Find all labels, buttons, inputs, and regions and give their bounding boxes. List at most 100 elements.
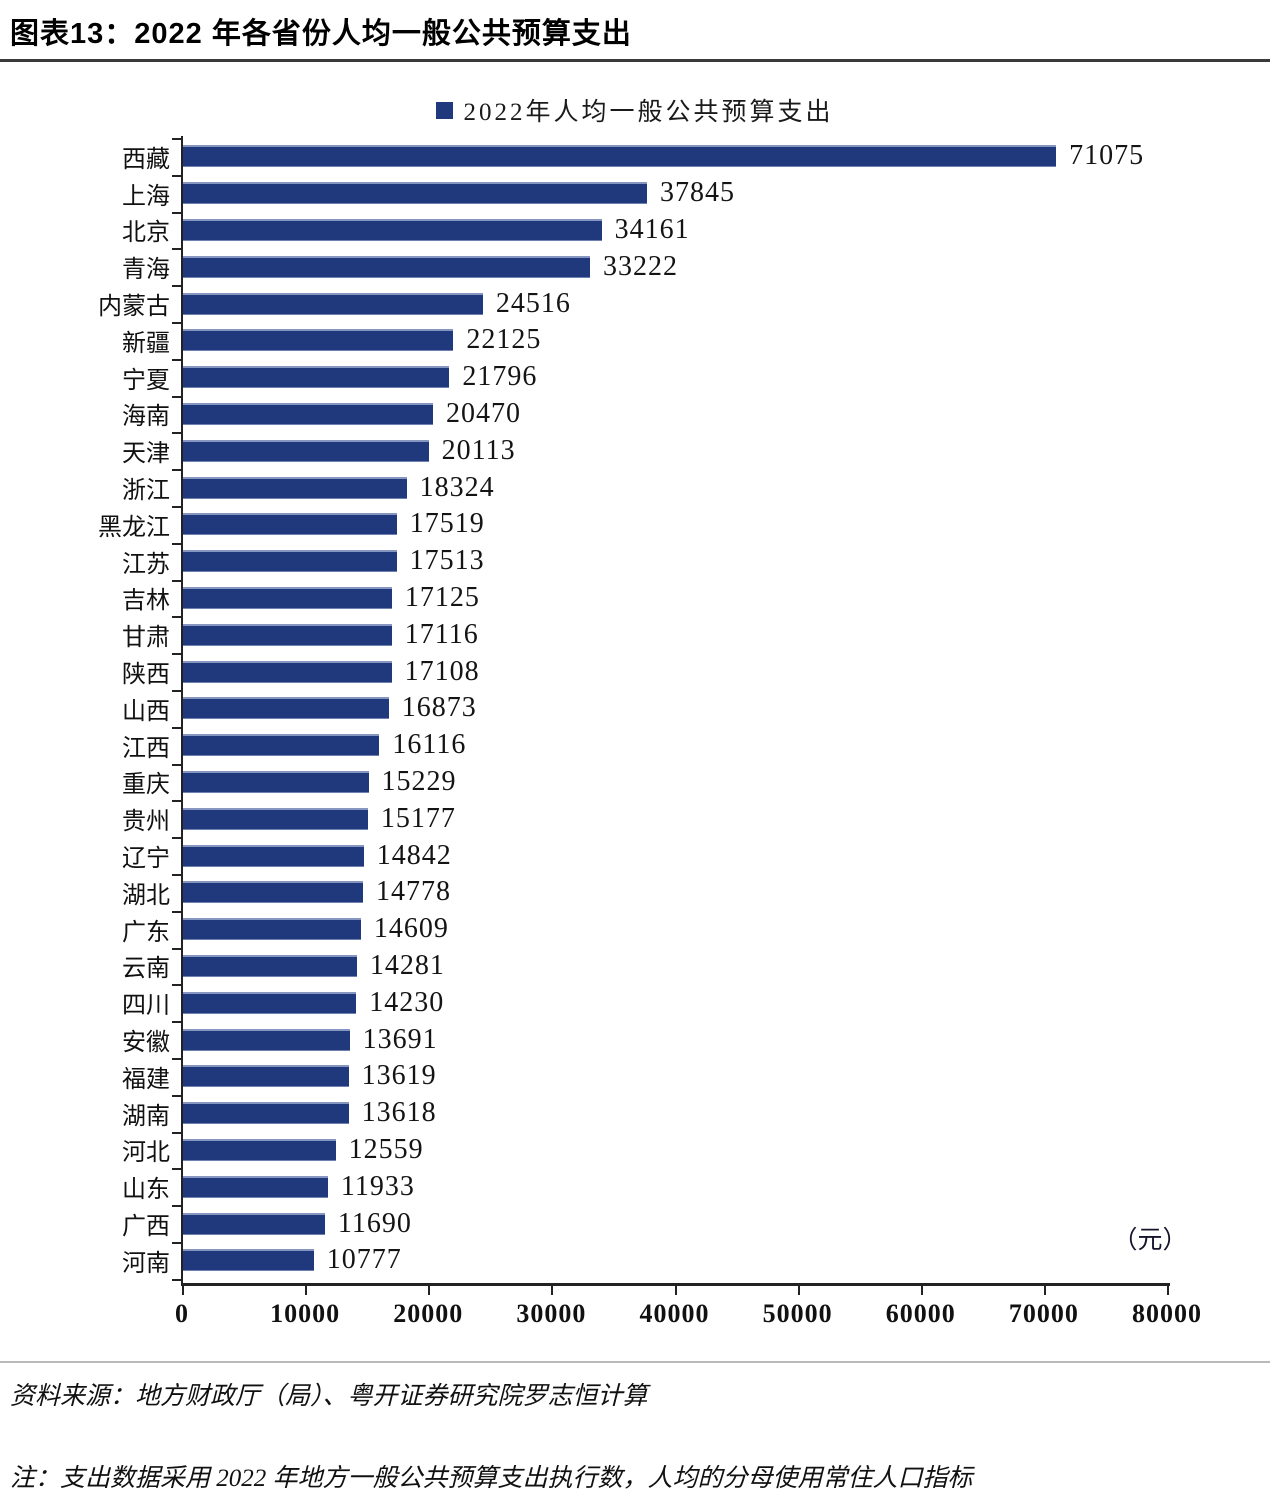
category-label: 安徽	[122, 1030, 170, 1057]
category-label: 内蒙古	[98, 294, 170, 321]
value-label: 14842	[376, 839, 452, 871]
bar	[181, 292, 483, 315]
figure-title: 图表13：2022 年各省份人均一般公共预算支出	[10, 18, 632, 50]
bar	[181, 1249, 314, 1272]
bar	[181, 1028, 350, 1051]
y-axis-tick	[172, 358, 181, 361]
value-label: 14609	[373, 913, 449, 945]
value-label: 71075	[1069, 140, 1145, 172]
x-axis-tick	[797, 1283, 800, 1295]
value-label: 11933	[340, 1170, 415, 1202]
bar-row: 新疆 22125	[0, 322, 1270, 359]
bar-row: 安徽 13691	[0, 1021, 1270, 1058]
value-label: 10777	[326, 1244, 402, 1276]
bar	[181, 660, 392, 683]
x-axis-tick-label: 40000	[639, 1299, 710, 1328]
bar	[181, 1102, 349, 1125]
y-axis-tick	[172, 763, 181, 766]
value-label: 16116	[392, 729, 467, 761]
value-label: 14230	[369, 986, 445, 1018]
value-label: 34161	[614, 213, 690, 245]
bar-row: 吉林 17125	[0, 580, 1270, 617]
legend-swatch-icon	[436, 101, 454, 119]
y-axis-tick	[172, 726, 181, 729]
bar	[181, 513, 397, 536]
note-text: 注：支出数据采用 2022 年地方一般公共预算支出执行数，人均的分母使用常住人口…	[10, 1465, 973, 1492]
category-label: 重庆	[122, 772, 170, 799]
bar	[181, 329, 454, 352]
x-axis-tick	[428, 1283, 431, 1295]
category-label: 新疆	[122, 330, 170, 357]
category-label: 陕西	[122, 662, 170, 689]
bar-row: 广西 11690	[0, 1205, 1270, 1242]
category-label: 西藏	[122, 146, 170, 173]
value-label: 17108	[404, 655, 480, 687]
category-label: 福建	[122, 1066, 170, 1093]
value-label: 12559	[348, 1133, 424, 1165]
bar	[181, 366, 450, 389]
category-label: 山西	[122, 698, 170, 725]
axis-unit-label: （元）	[1112, 1227, 1188, 1254]
y-axis-tick	[172, 542, 181, 545]
x-axis-tick-label: 20000	[393, 1299, 464, 1328]
bar	[181, 1212, 325, 1235]
bar	[181, 918, 361, 941]
y-axis-tick	[172, 1205, 181, 1208]
category-label: 四川	[122, 993, 170, 1020]
value-label: 17116	[404, 618, 479, 650]
bar-row: 江苏 17513	[0, 543, 1270, 580]
legend-label: 2022年人均一般公共预算支出	[463, 99, 834, 126]
x-axis-tick	[674, 1283, 677, 1295]
category-label: 广东	[122, 919, 170, 946]
category-label: 山东	[122, 1177, 170, 1204]
bar	[181, 1065, 349, 1088]
bar	[181, 402, 434, 425]
bar	[181, 550, 397, 573]
bar-row: 湖南 13618	[0, 1095, 1270, 1132]
bar-row: 广东 14609	[0, 911, 1270, 948]
bar-row: 天津 20113	[0, 432, 1270, 469]
bar	[181, 145, 1057, 168]
category-label: 海南	[122, 404, 170, 431]
value-label: 33222	[603, 250, 679, 282]
category-label: 天津	[122, 441, 170, 468]
category-label: 江西	[122, 735, 170, 762]
bar-row: 北京 34161	[0, 212, 1270, 249]
bar	[181, 770, 369, 793]
bar-row: 湖北 14778	[0, 874, 1270, 911]
bar-row: 宁夏 21796	[0, 359, 1270, 396]
bar	[181, 1138, 336, 1161]
y-axis-tick	[172, 506, 181, 508]
bar-row: 河南 10777	[0, 1242, 1270, 1279]
bar-row: 上海 37845	[0, 175, 1270, 212]
value-label: 13691	[362, 1023, 438, 1055]
y-axis-tick	[172, 432, 181, 435]
y-axis-tick	[172, 138, 181, 140]
bar-row: 陕西 17108	[0, 653, 1270, 690]
bar	[181, 807, 368, 830]
bar-row: 海南 20470	[0, 396, 1270, 433]
y-axis-tick	[172, 1168, 181, 1171]
bar-row: 江西 16116	[0, 727, 1270, 764]
x-axis-tick-label: 0	[175, 1299, 189, 1328]
y-axis-tick	[172, 1278, 181, 1281]
bar-row: 贵州 15177	[0, 800, 1270, 837]
value-label: 14778	[375, 876, 451, 908]
bar-row: 云南 14281	[0, 948, 1270, 985]
bar	[181, 697, 389, 720]
x-axis-tick-label: 10000	[270, 1299, 341, 1328]
value-label: 21796	[462, 361, 538, 393]
bar	[181, 623, 392, 646]
category-label: 贵州	[122, 809, 170, 836]
value-label: 22125	[466, 324, 542, 356]
bar	[181, 476, 407, 499]
bar-row: 四川 14230	[0, 984, 1270, 1021]
y-axis-tick	[172, 1021, 181, 1024]
bar-row: 西藏 71075	[0, 138, 1270, 175]
x-axis-tick	[1043, 1283, 1046, 1295]
category-label: 甘肃	[122, 625, 170, 652]
bar-row: 辽宁 14842	[0, 837, 1270, 874]
x-axis-tick-label: 50000	[762, 1299, 833, 1328]
y-axis-tick	[172, 285, 181, 288]
